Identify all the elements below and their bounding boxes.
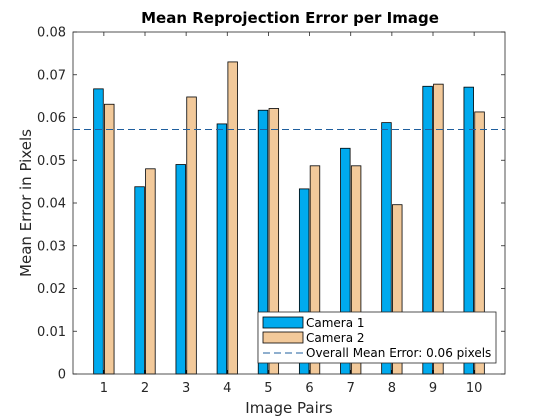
bar-camera-1-pair-4	[216, 123, 228, 375]
y-axis: 0 0.01 0.02 0.03 0.04 0.05 0.06 0.07 0.08	[37, 26, 505, 383]
x-tick-label: 5	[264, 381, 272, 396]
x-tick-label: 8	[388, 381, 396, 396]
y-tick-label: 0.04	[37, 197, 66, 212]
y-tick-label: 0.03	[37, 239, 66, 254]
x-tick-label: 4	[223, 381, 231, 396]
legend-swatch-camera-2	[262, 331, 304, 344]
chart-title: Mean Reprojection Error per Image	[141, 9, 439, 27]
y-tick-label: 0.05	[37, 154, 66, 169]
legend-swatch-camera-1	[262, 316, 304, 329]
bar-camera-1-pair-2	[134, 186, 145, 375]
y-tick-label: 0.08	[37, 26, 66, 41]
x-axis-label: Image Pairs	[245, 399, 333, 417]
x-tick-label: 7	[347, 381, 355, 396]
bar-camera-2-pair-1	[104, 103, 115, 375]
y-tick-label: 0	[58, 368, 66, 383]
y-tick-label: 0.07	[37, 68, 66, 83]
bar-camera-1-pair-3	[175, 164, 186, 375]
x-tick-label: 9	[429, 381, 437, 396]
bar-camera-2-pair-2	[145, 168, 156, 375]
bars	[93, 61, 485, 375]
x-tick-label: 2	[141, 381, 149, 396]
y-tick-label: 0.01	[37, 325, 66, 340]
x-tick-label: 1	[100, 381, 108, 396]
x-tick-label: 6	[305, 381, 313, 396]
bar-camera-2-pair-4	[227, 61, 238, 375]
legend-label-camera-2: Camera 2	[306, 331, 365, 345]
x-tick-label: 3	[182, 381, 190, 396]
y-tick-label: 0.02	[37, 282, 66, 297]
x-tick-label: 10	[466, 381, 483, 396]
legend-label-camera-1: Camera 1	[306, 316, 365, 330]
bar-camera-1-pair-1	[93, 88, 104, 375]
y-tick-label: 0.06	[37, 111, 66, 126]
bar-camera-2-pair-3	[186, 96, 197, 375]
y-axis-label: Mean Error in Pixels	[17, 129, 35, 277]
x-axis: 1 2 3 4 5 6 7 8 9 10	[100, 32, 483, 396]
plot-frame	[72, 31, 506, 375]
legend-label-mean: Overall Mean Error: 0.06 pixels	[306, 346, 491, 360]
